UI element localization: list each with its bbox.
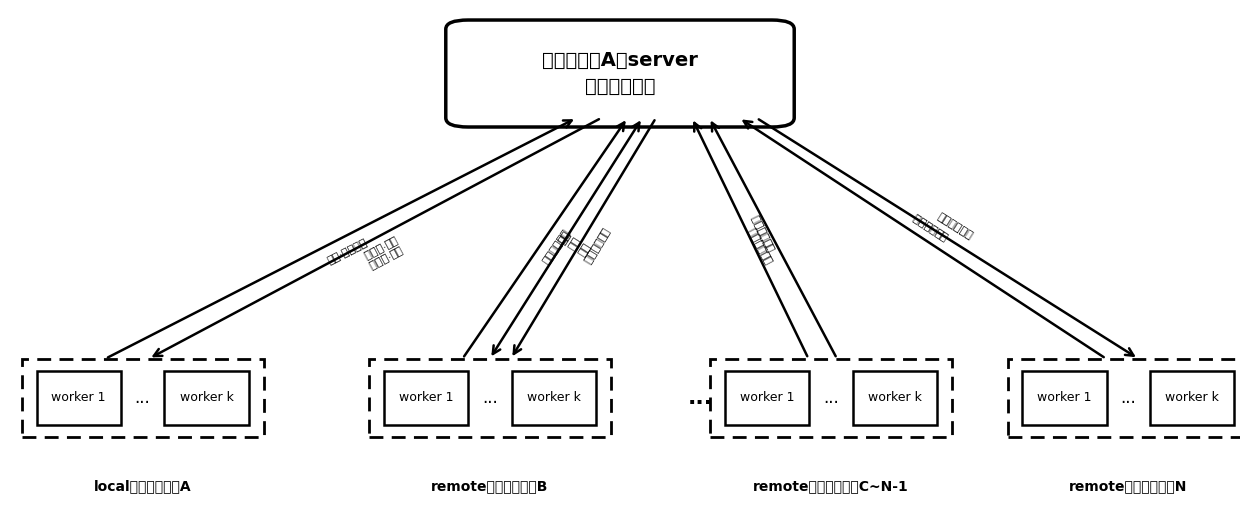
Text: worker k: worker k [1166, 391, 1219, 405]
Text: ...: ... [135, 389, 150, 407]
Bar [22, 359, 263, 437]
Text: worker 1: worker 1 [52, 391, 105, 405]
Bar [724, 371, 808, 425]
Text: 同步加密模型: 同步加密模型 [935, 211, 975, 241]
Bar [1022, 371, 1107, 425]
Text: 上传加密梯度: 上传加密梯度 [911, 211, 950, 241]
Text: 上传加密梯度: 上传加密梯度 [750, 212, 776, 252]
Text: ...: ... [482, 389, 497, 407]
Bar [1007, 359, 1240, 437]
Text: ...: ... [823, 389, 838, 407]
Text: 同步加密模型: 同步加密模型 [746, 225, 774, 265]
Text: 传输·优化回
原始·优化回: 传输·优化回 原始·优化回 [361, 234, 403, 270]
Text: worker k: worker k [527, 391, 580, 405]
Text: remote：数据拥有方N: remote：数据拥有方N [1069, 479, 1188, 493]
Text: worker 1: worker 1 [740, 391, 794, 405]
Text: remote，数据拥有方C~N-1: remote，数据拥有方C~N-1 [753, 479, 909, 493]
Text: ...: ... [1121, 389, 1136, 407]
FancyBboxPatch shape [446, 20, 794, 127]
Text: remote：数据拥有方B: remote：数据拥有方B [432, 479, 548, 493]
Bar [370, 359, 611, 437]
Text: ...: ... [688, 388, 713, 408]
Text: 上传
加密
梯度: 上传 加密 梯度 [557, 229, 593, 258]
Text: worker k: worker k [868, 391, 921, 405]
Bar [384, 371, 467, 425]
Text: 上传加密梯度: 上传加密梯度 [542, 227, 572, 266]
Bar [512, 371, 596, 425]
Text: 原始·梯度上传: 原始·梯度上传 [326, 237, 370, 266]
Bar [164, 371, 248, 425]
Text: worker 1: worker 1 [399, 391, 453, 405]
Bar [37, 371, 122, 425]
Text: worker k: worker k [180, 391, 233, 405]
Text: worker 1: worker 1 [1038, 391, 1091, 405]
Text: 数据拥有方A：server
汇总更新模型: 数据拥有方A：server 汇总更新模型 [542, 51, 698, 96]
Bar [853, 371, 937, 425]
Text: local：数据拥有方A: local：数据拥有方A [94, 479, 191, 493]
Text: 同步加密模型: 同步加密模型 [582, 226, 610, 265]
Bar [1149, 371, 1235, 425]
Bar [709, 359, 952, 437]
